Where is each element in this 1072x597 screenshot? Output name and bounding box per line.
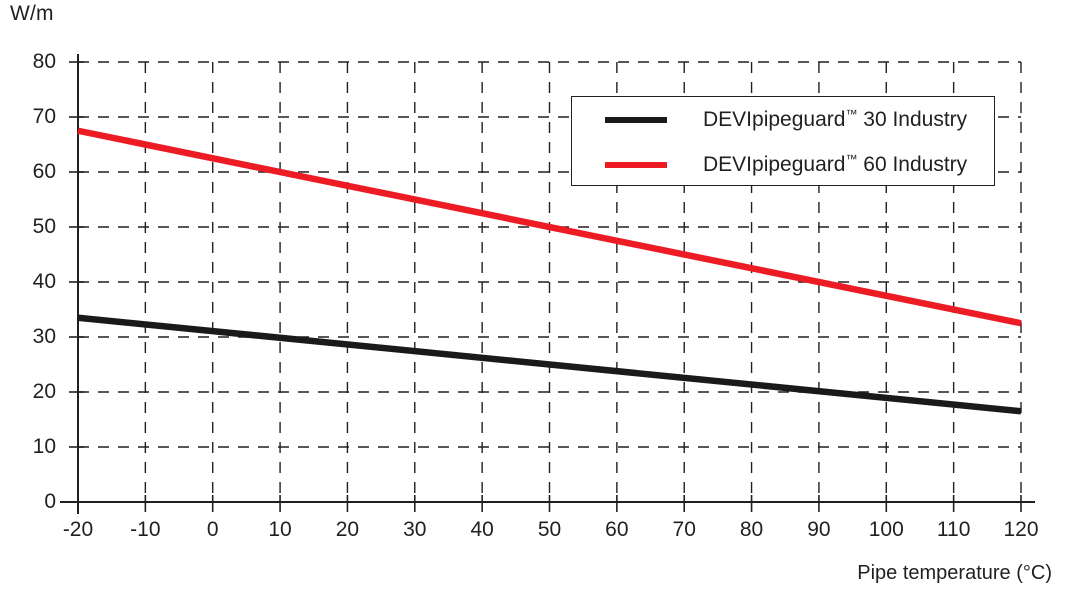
y-tick-label: 30 — [32, 325, 56, 348]
axis-lines — [60, 54, 1035, 514]
x-tick-label: 10 — [268, 518, 292, 541]
trademark-icon: ™ — [845, 106, 858, 121]
y-tick-label: 50 — [32, 215, 56, 238]
axis-ticks — [69, 61, 1022, 512]
x-tick-label: 80 — [739, 518, 764, 541]
y-tick-label: 60 — [32, 160, 56, 183]
x-tick-label: 20 — [335, 518, 360, 541]
x-tick-label: 60 — [605, 518, 629, 541]
y-tick-label: 40 — [32, 270, 56, 293]
trademark-icon: ™ — [845, 151, 858, 166]
legend-label-series-60: DEVIpipeguard™ 60 Industry — [703, 151, 968, 176]
x-tick-label: 40 — [470, 518, 494, 541]
data-series — [77, 127, 1022, 415]
x-tick-label: 100 — [868, 518, 904, 541]
x-tick-label: 0 — [206, 518, 219, 541]
legend-label-series-30: DEVIpipeguard™ 30 Industry — [703, 106, 968, 131]
chart-legend: DEVIpipeguard™ 30 Industry DEVIpipeguard… — [571, 96, 995, 186]
y-tick-label: 10 — [32, 435, 56, 458]
legend-item-1: DEVIpipeguard™ 60 Industry — [572, 142, 994, 187]
x-tick-label: 30 — [403, 518, 427, 541]
x-tick-label: 50 — [537, 518, 562, 541]
x-tick-label: 110 — [936, 518, 971, 541]
y-axis-unit-label: W/m — [10, 2, 54, 25]
y-tick-label: 20 — [32, 380, 56, 403]
y-tick-label: 0 — [44, 490, 56, 513]
legend-swatch-series-60 — [605, 161, 667, 168]
legend-item-0: DEVIpipeguard™ 30 Industry — [572, 97, 994, 142]
y-tick-label: 80 — [32, 50, 56, 73]
x-tick-label: 120 — [1003, 518, 1039, 541]
x-axis-title: Pipe temperature (°C) — [857, 562, 1052, 584]
x-tick-label: 70 — [672, 518, 696, 541]
x-tick-label: 90 — [807, 518, 831, 541]
legend-swatch-series-30 — [605, 116, 667, 123]
y-tick-label: 70 — [32, 105, 56, 128]
x-tick-label: -20 — [62, 518, 94, 541]
x-tick-label: -10 — [130, 518, 161, 541]
